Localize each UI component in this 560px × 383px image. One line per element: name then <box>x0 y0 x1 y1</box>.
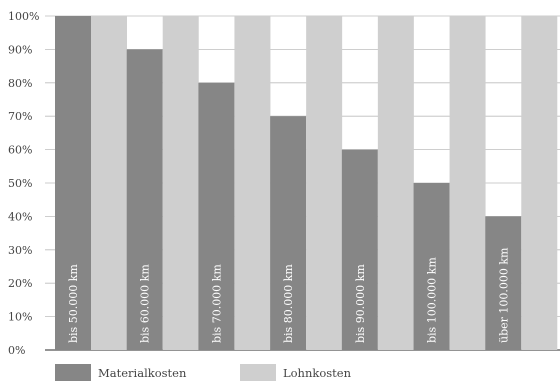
y-tick-label: 50% <box>8 177 32 190</box>
y-tick-label: 10% <box>8 311 32 324</box>
y-tick-label: 0% <box>8 344 25 357</box>
bar-lohnkosten <box>306 16 343 350</box>
bar-lohnkosten <box>521 16 558 350</box>
bar-lohnkosten <box>234 16 271 350</box>
y-tick-label: 70% <box>8 110 32 123</box>
category-label: bis 100.000 km <box>426 257 439 343</box>
bar-materialkosten <box>270 116 307 350</box>
bar-lohnkosten <box>449 16 486 350</box>
category-label: bis 50.000 km <box>67 264 80 343</box>
bars <box>55 16 558 351</box>
y-tick-label: 40% <box>8 210 32 223</box>
category-labels: bis 50.000 km bis 60.000 km bis 70.000 km b… <box>67 247 510 343</box>
legend-label: Lohnkosten <box>283 366 352 380</box>
bar-lohnkosten <box>377 16 414 350</box>
bar-materialkosten <box>55 16 91 350</box>
y-tick-label: 100% <box>8 10 39 23</box>
y-tick-label: 80% <box>8 77 32 90</box>
y-axis-ticks: 0% 10% 20% 30% 40% 50% 60% 70% 80% 90% 100% <box>8 10 39 357</box>
y-tick-label: 60% <box>8 144 32 157</box>
legend: Materialkosten Lohnkosten <box>55 364 352 381</box>
bar-lohnkosten <box>162 16 199 350</box>
legend-swatch <box>55 364 91 381</box>
category-label: über 100.000 km <box>497 247 510 343</box>
category-label: bis 90.000 km <box>354 264 367 343</box>
legend-label: Materialkosten <box>98 366 187 380</box>
bar-materialkosten <box>126 49 163 351</box>
category-label: bis 70.000 km <box>210 264 223 343</box>
y-tick-label: 90% <box>8 43 32 56</box>
y-tick-label: 20% <box>8 277 32 290</box>
bar-materialkosten <box>198 82 235 351</box>
bar-materialkosten <box>485 216 522 350</box>
y-tick-label: 30% <box>8 244 32 257</box>
bar-lohnkosten <box>91 16 127 350</box>
category-label: bis 80.000 km <box>282 264 295 343</box>
legend-swatch <box>240 364 276 381</box>
bar-materialkosten <box>413 183 450 350</box>
category-label: bis 60.000 km <box>139 264 152 343</box>
bar-materialkosten <box>341 149 378 350</box>
